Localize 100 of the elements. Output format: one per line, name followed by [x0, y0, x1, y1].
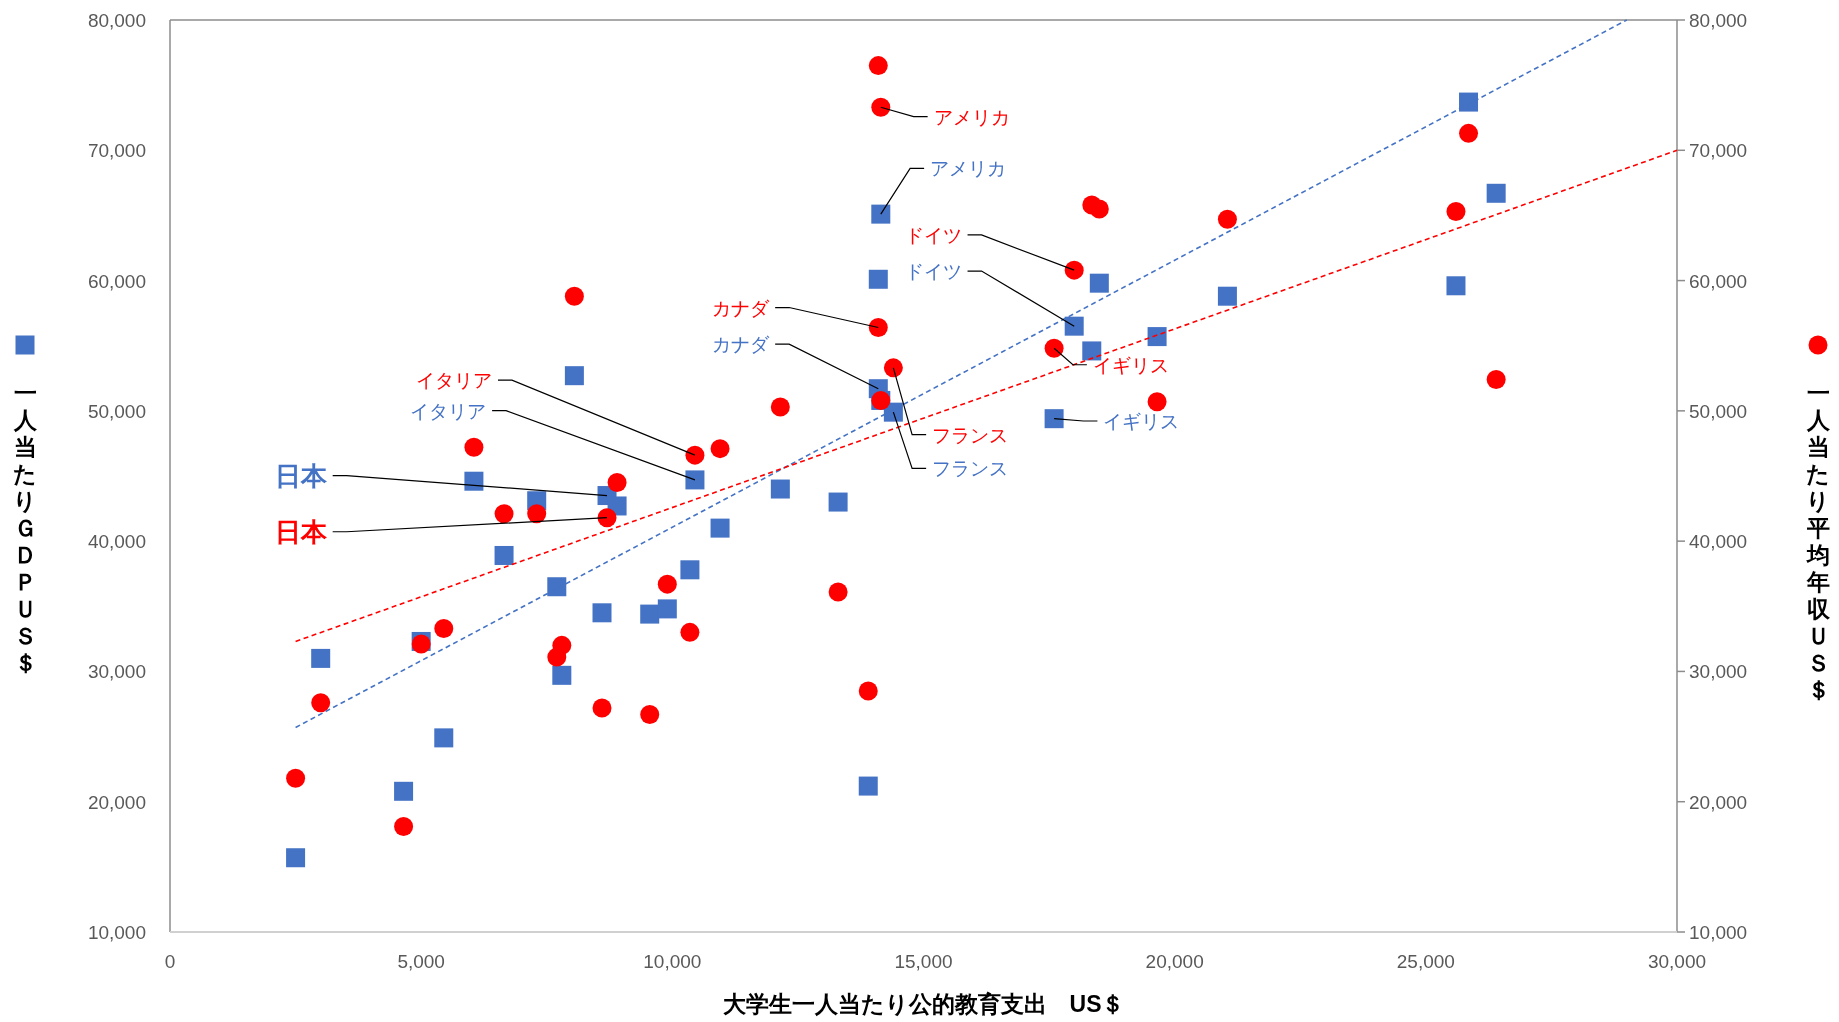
- point: [1217, 209, 1237, 229]
- y2-tick-label: 30,000: [1689, 661, 1748, 683]
- y2-tick-label: 70,000: [1689, 140, 1748, 162]
- point: [311, 693, 331, 713]
- annotation: アメリカ: [933, 106, 1010, 128]
- x-tick-label: 30,000: [1647, 951, 1707, 972]
- x-axis-title: 大学生一人当たり公的教育支出 US＄: [722, 991, 1125, 1017]
- point: [552, 635, 572, 655]
- point: [592, 698, 612, 718]
- x-tick-label: 20,000: [1145, 951, 1204, 972]
- point: [680, 622, 700, 642]
- y2-tick-label: 80,000: [1689, 10, 1748, 31]
- point: [311, 648, 331, 668]
- point: [657, 574, 677, 594]
- y2-tick-label: 40,000: [1689, 531, 1748, 553]
- point: [434, 618, 454, 638]
- point: [871, 97, 891, 117]
- point: [828, 582, 848, 602]
- y-tick-label: 50,000: [87, 400, 146, 422]
- point: [1486, 183, 1506, 203]
- point: [564, 366, 584, 386]
- point: [1147, 327, 1167, 347]
- annotation: フランス: [932, 424, 1009, 446]
- point: [286, 848, 306, 868]
- point: [710, 439, 730, 459]
- text: 一人当たりＧＤＰＵＳ＄: [13, 380, 37, 676]
- point: [858, 681, 878, 701]
- point: [494, 545, 514, 565]
- point: [685, 445, 705, 465]
- point: [858, 776, 878, 796]
- point: [1217, 286, 1237, 306]
- point: [640, 604, 660, 624]
- annotation: カナダ: [712, 297, 771, 319]
- annotation: ドイツ: [904, 224, 962, 246]
- point: [1446, 276, 1466, 296]
- y2-tick-label: 60,000: [1689, 270, 1748, 292]
- x-tick-label: 25,000: [1396, 951, 1455, 972]
- annotation: アメリカ: [930, 158, 1007, 180]
- annotation: イギリス: [1092, 354, 1169, 376]
- point: [527, 504, 547, 524]
- x-tick-label: 15,000: [894, 951, 953, 972]
- x-tick-label: 5,000: [397, 951, 445, 972]
- point: [770, 479, 790, 499]
- point: [868, 317, 888, 337]
- point: [868, 56, 888, 76]
- y-tick-label: 80,000: [87, 10, 146, 31]
- point: [1446, 202, 1466, 222]
- text: 一人当たり平均年収ＵＳ＄: [1806, 380, 1830, 703]
- point: [770, 397, 790, 417]
- y-tick-label: 30,000: [87, 661, 146, 683]
- point: [868, 269, 888, 289]
- x-tick-label: 0: [164, 951, 176, 972]
- point: [434, 728, 454, 748]
- y-tick-label: 60,000: [87, 270, 146, 292]
- x-tick-label: 10,000: [643, 951, 702, 972]
- y2-tick-label: 10,000: [1689, 922, 1748, 943]
- point: [597, 508, 617, 528]
- point: [1486, 370, 1506, 390]
- y-tick-label: 20,000: [87, 791, 146, 813]
- annotation: 日本: [274, 460, 328, 491]
- point: [1044, 338, 1064, 358]
- annotation: イタリア: [410, 400, 487, 422]
- annotation: イギリス: [1103, 411, 1180, 433]
- y-tick-label: 70,000: [87, 140, 146, 162]
- annotation: ドイツ: [904, 261, 962, 283]
- point: [394, 816, 414, 836]
- point: [871, 204, 891, 224]
- point: [1064, 316, 1084, 336]
- point: [1089, 273, 1109, 293]
- y2-tick-label: 20,000: [1689, 791, 1748, 813]
- point: [640, 704, 660, 724]
- point: [1044, 409, 1064, 429]
- point: [680, 560, 700, 580]
- point: [592, 603, 612, 623]
- y2-tick-label: 50,000: [1689, 400, 1748, 422]
- point: [883, 358, 903, 378]
- annotation: フランス: [932, 458, 1009, 480]
- point: [1459, 92, 1479, 112]
- point: [1064, 260, 1084, 280]
- point: [564, 286, 584, 306]
- point: [552, 665, 572, 685]
- y-tick-label: 40,000: [87, 531, 146, 553]
- point: [710, 518, 730, 538]
- point: [657, 599, 677, 619]
- point: [828, 492, 848, 512]
- point: [394, 781, 414, 801]
- point: [286, 768, 306, 788]
- point: [464, 437, 484, 457]
- annotation: イタリア: [415, 370, 492, 392]
- annotation: カナダ: [712, 334, 771, 356]
- point: [607, 473, 627, 493]
- point: [1089, 199, 1109, 219]
- y-tick-label: 10,000: [87, 922, 146, 943]
- point: [1459, 123, 1479, 143]
- point: [685, 470, 705, 490]
- point: [547, 577, 567, 597]
- point: [464, 471, 484, 491]
- point: [494, 504, 514, 524]
- point: [1147, 392, 1167, 412]
- annotation: 日本: [274, 516, 328, 547]
